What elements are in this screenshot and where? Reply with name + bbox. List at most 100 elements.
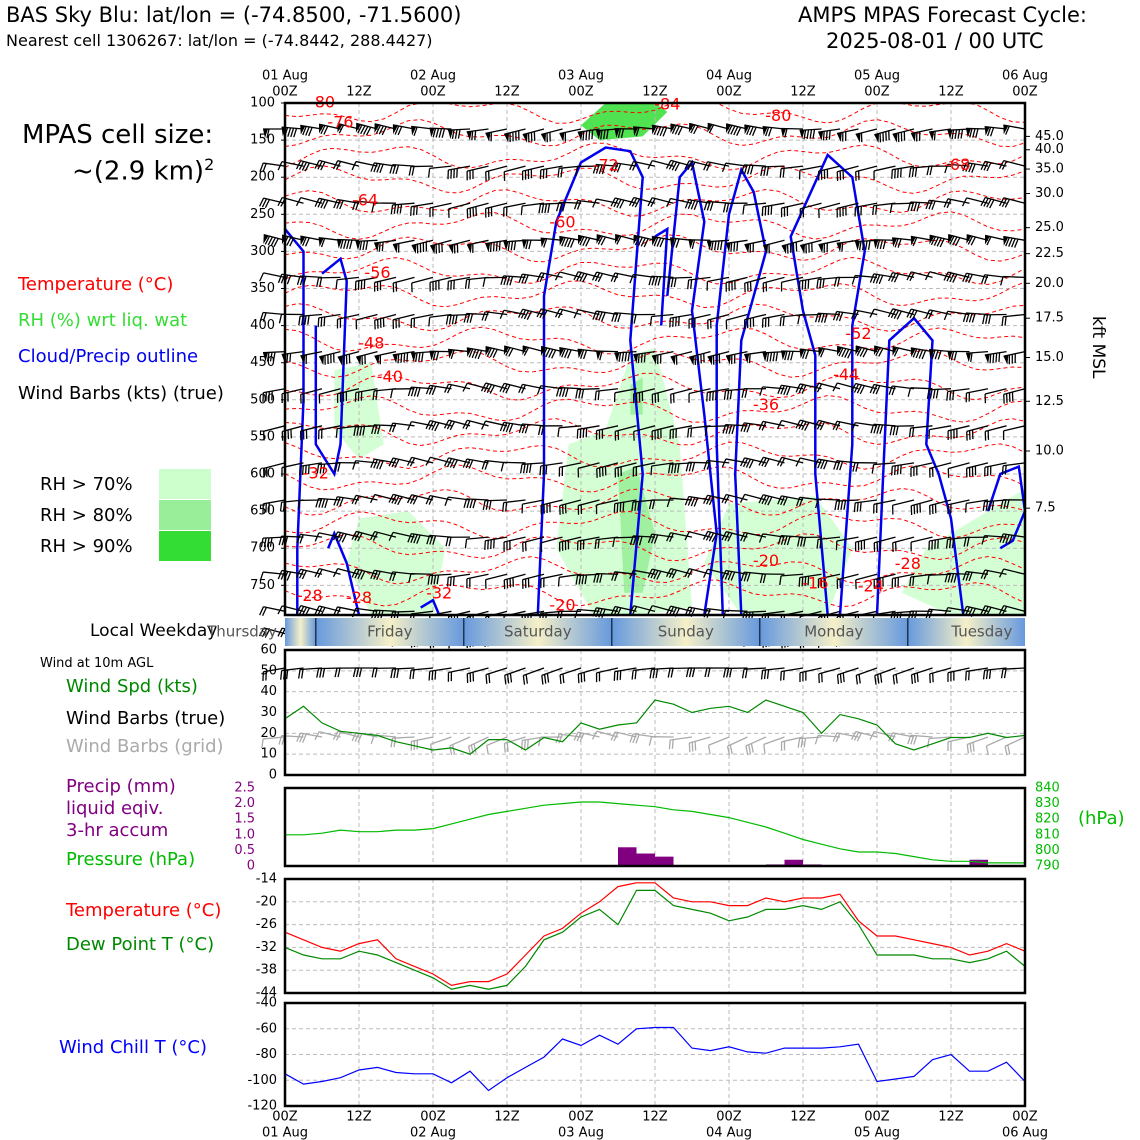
barb-staff [1004, 736, 1026, 747]
barb-flag [410, 387, 415, 397]
barb-staff [892, 128, 915, 136]
barb-flag [438, 280, 440, 290]
barb-flag [968, 274, 973, 284]
wind-barb [928, 536, 952, 551]
wind-barb [559, 499, 582, 515]
barb-flag [434, 422, 440, 432]
barb-flag [685, 462, 690, 472]
barb-flag [647, 568, 653, 578]
barb-flag [518, 130, 520, 140]
barb-flag [968, 313, 973, 323]
barb-flag [596, 468, 598, 478]
barb-flag [357, 124, 363, 134]
wind-barb [613, 499, 637, 513]
barb-flag [408, 166, 412, 176]
barb-flag [708, 496, 714, 506]
wind-barb [448, 202, 471, 218]
wind-barb [445, 313, 471, 325]
kft-tick-label: 20.0 [1035, 276, 1064, 291]
barb-flag [560, 167, 563, 178]
wind-barb [855, 128, 878, 143]
barb-flag [520, 309, 527, 319]
barb-flag [451, 315, 455, 325]
wind-barb [575, 388, 600, 399]
barb-flag [628, 605, 635, 615]
barb-staff [651, 667, 674, 670]
barb-flag [631, 670, 634, 680]
barb-flag [703, 460, 708, 470]
barb-flag [798, 420, 804, 430]
barb-flag [466, 498, 471, 509]
barb-flag [551, 349, 557, 359]
barb-flag [518, 423, 523, 434]
barb-flag [411, 282, 413, 293]
barb-pennant [392, 124, 398, 135]
barb-flag [317, 606, 323, 616]
barb-staff [743, 667, 767, 670]
barb-flag [411, 166, 415, 176]
barb-flag [484, 540, 486, 550]
barb-pennant [466, 347, 472, 358]
wind-barb [984, 425, 1007, 441]
wind-barb [388, 422, 415, 433]
barb-flag [1000, 499, 1004, 509]
barb-staff [744, 493, 767, 501]
barb-flag [465, 420, 471, 430]
barb-flag [706, 162, 711, 172]
barb-flag [783, 535, 788, 546]
barb-staff [966, 312, 989, 316]
barb-flag [949, 391, 952, 401]
barb-flag [836, 674, 840, 684]
barb-flag [332, 160, 339, 170]
wind-barb [855, 573, 878, 590]
barb-flag [619, 199, 625, 209]
wind-barb [871, 462, 896, 474]
wind-barb [518, 423, 545, 434]
barb-flag [488, 673, 491, 683]
barb-flag [722, 203, 727, 213]
barb-pennant [873, 346, 880, 356]
wind-barb [258, 627, 286, 638]
surface-barb-true [929, 667, 952, 684]
wind-barb [462, 382, 489, 392]
barb-flag [468, 348, 474, 358]
barb-flag [432, 281, 434, 291]
temperature-label: -32 [426, 584, 452, 603]
wind-barb [929, 348, 952, 360]
barb-staff [374, 276, 397, 284]
barb-flag [286, 669, 289, 680]
barb-staff [855, 536, 878, 543]
surface-barb-grid [1004, 736, 1026, 756]
barb-pennant [984, 126, 990, 136]
temperature-contour [284, 256, 1026, 286]
barb-staff [429, 384, 452, 390]
barb-flag [578, 575, 582, 585]
barb-flag [503, 579, 506, 590]
barb-pennant [411, 126, 417, 136]
barb-pennant [800, 244, 806, 254]
surface-barb-true [910, 667, 933, 684]
wind-barb [485, 239, 508, 253]
barb-flag [482, 277, 486, 287]
barb-flag [878, 275, 884, 285]
wind-barb [965, 499, 989, 513]
wind-barb [833, 460, 859, 471]
barb-flag [838, 312, 844, 322]
wind-barb [481, 311, 508, 322]
wind-barb [873, 536, 896, 552]
barb-flag [984, 431, 987, 441]
barb-flag [576, 272, 582, 281]
barb-flag [798, 280, 801, 291]
barb-pennant [577, 349, 583, 359]
barb-flag [946, 272, 952, 282]
barb-flag [582, 273, 588, 283]
wind-barb [633, 126, 656, 137]
barb-flag [357, 532, 363, 542]
barb-flag [783, 741, 786, 751]
barb-staff [911, 271, 933, 279]
barb-flag [393, 737, 397, 748]
barb-flag [869, 308, 875, 318]
wind-barb [464, 536, 489, 549]
wind-barb [352, 460, 378, 470]
barb-flag [629, 535, 634, 545]
